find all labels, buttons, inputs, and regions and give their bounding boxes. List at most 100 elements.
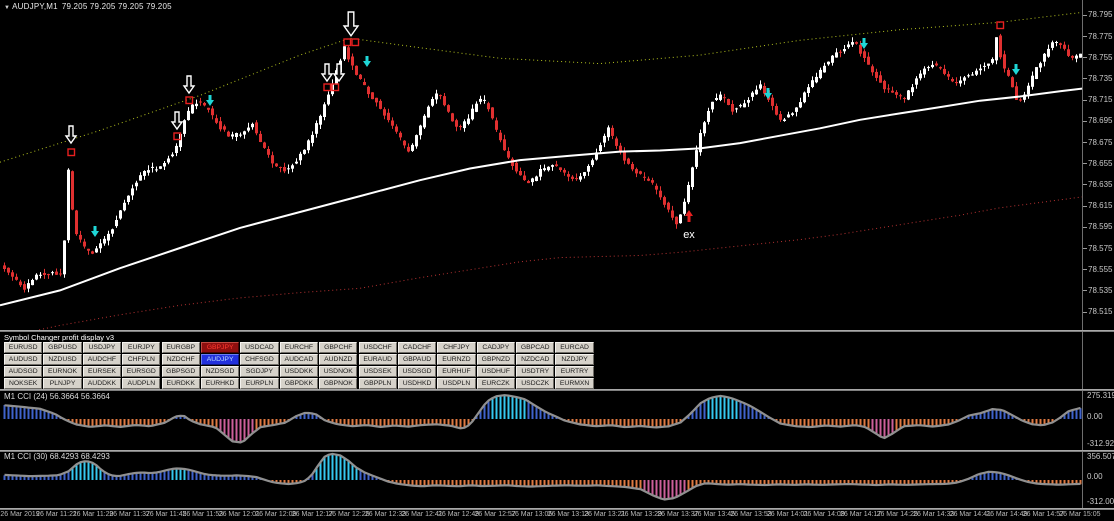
red-square-marker-icon (996, 21, 1005, 30)
symbol-button-USDCHF[interactable]: USDCHF (358, 342, 397, 353)
scale-border (1082, 0, 1083, 510)
symbol-button-USDSEK[interactable]: USDSEK (358, 366, 397, 377)
symbol-button-NZDSGD[interactable]: NZDSGD (200, 366, 240, 377)
time-tick-label: 26 Mar 13:21 (584, 511, 626, 518)
symbol-button-GBPNOK[interactable]: GBPNOK (319, 378, 358, 390)
symbol-button-AUDUSD[interactable]: AUDUSD (4, 354, 43, 365)
symbol-button-USDTRY[interactable]: USDTRY (516, 366, 555, 377)
symbol-button-USDJPY[interactable]: USDJPY (82, 342, 122, 353)
cyan-down-arrow-icon (363, 56, 371, 67)
symbol-button-CADCHF[interactable]: CADCHF (397, 342, 437, 353)
symbol-button-GBPAUD[interactable]: GBPAUD (397, 354, 437, 365)
price-tick-label: 78.515 (1088, 307, 1113, 317)
price-tick-mark (1082, 290, 1087, 292)
time-tick-label: 26 Mar 13:29 (620, 511, 662, 518)
symbol-button-EURSGD[interactable]: EURSGD (122, 366, 161, 377)
symbol-button-AUDJPY[interactable]: AUDJPY (200, 354, 240, 365)
price-tick-mark (1082, 226, 1087, 228)
symbol-button-CHFSGD[interactable]: CHFSGD (240, 354, 279, 365)
lower-band (31, 196, 1083, 331)
symbol-button-EURNZD[interactable]: EURNZD (437, 354, 476, 365)
symbol-button-EURDKK[interactable]: EURDKK (161, 378, 200, 390)
chart-caption: ▼ AUDJPY,M1 79.205 79.205 79.205 79.205 (4, 2, 176, 11)
symbol-button-USDSGD[interactable]: USDSGD (397, 366, 437, 377)
symbol-button-GBPUSD[interactable]: GBPUSD (43, 342, 82, 353)
symbol-button-USDNOK[interactable]: USDNOK (319, 366, 358, 377)
symbol-button-AUDNZD[interactable]: AUDNZD (319, 354, 358, 365)
symbol-button-NOKSEK[interactable]: NOKSEK (4, 378, 43, 390)
time-scale[interactable]: 26 Mar 2019 26 Mar 11:21 26 Mar 11:29 26 Ma… (0, 511, 1114, 521)
symbol-button-NZDJPY[interactable]: NZDJPY (555, 354, 594, 365)
symbol-button-PLNJPY[interactable]: PLNJPY (43, 378, 82, 390)
symbol-button-CADJPY[interactable]: CADJPY (476, 342, 515, 353)
symbol-button-EURPLN[interactable]: EURPLN (240, 378, 279, 390)
symbol-button-AUDCAD[interactable]: AUDCAD (279, 354, 319, 365)
time-tick-label: 26 Mar 11:45 (145, 511, 187, 518)
price-tick-label: 78.695 (1088, 116, 1113, 126)
symbol-button-EURHUF[interactable]: EURHUF (437, 366, 476, 377)
cci-24-pane[interactable] (0, 392, 1082, 449)
symbol-button-USDHKD[interactable]: USDHKD (397, 378, 437, 390)
symbol-button-GBPCAD[interactable]: GBPCAD (516, 342, 555, 353)
time-tick-label: 26 Mar 14:01 (766, 511, 809, 518)
symbol-button-EURCAD[interactable]: EURCAD (555, 342, 594, 353)
price-tick-mark (1082, 120, 1087, 122)
symbol-button-EURUSD[interactable]: EURUSD (4, 342, 43, 353)
symbol-button-EURMXN[interactable]: EURMXN (555, 378, 594, 390)
cyan-down-arrow-icon (206, 95, 214, 106)
price-chart[interactable]: ex (0, 0, 1083, 331)
symbol-button-EURGBP[interactable]: EURGBP (161, 342, 200, 353)
symbol-button-NZDUSD[interactable]: NZDUSD (43, 354, 82, 365)
symbol-button-EURCZK[interactable]: EURCZK (476, 378, 515, 390)
window-separator[interactable] (0, 330, 1114, 332)
symbol-button-CHFPLN[interactable]: CHFPLN (122, 354, 161, 365)
symbol-button-EURHKD[interactable]: EURHKD (200, 378, 240, 390)
symbol-button-GBPNZD[interactable]: GBPNZD (476, 354, 515, 365)
time-tick-label: 26 Mar 13:45 (693, 511, 736, 518)
price-tick-label: 78.715 (1088, 95, 1113, 105)
symbol-button-NZDCAD[interactable]: NZDCAD (516, 354, 555, 365)
time-tick-label: 26 Mar 15:05 (1059, 511, 1101, 518)
symbol-button-EURCHF[interactable]: EURCHF (279, 342, 319, 353)
white-down-arrow-icon (320, 63, 334, 83)
symbol-button-AUDPLN[interactable]: AUDPLN (122, 378, 161, 390)
cyan-down-arrow-icon (1012, 64, 1020, 75)
symbol-button-SGDJPY[interactable]: SGDJPY (240, 366, 279, 377)
cci-24-scale-bottom: -312.928 (1087, 439, 1114, 448)
time-tick-label: 26 Mar 14:17 (839, 511, 882, 518)
white-down-arrow-icon (64, 125, 78, 145)
symbol-button-GBPJPY[interactable]: GBPJPY (200, 342, 240, 353)
symbol-button-AUDDKK[interactable]: AUDDKK (82, 378, 122, 390)
symbol-button-AUDSGD[interactable]: AUDSGD (4, 366, 43, 377)
window-separator[interactable] (0, 450, 1114, 452)
price-tick-mark (1082, 269, 1087, 271)
symbol-button-AUDCHF[interactable]: AUDCHF (82, 354, 122, 365)
price-tick-label: 78.555 (1088, 264, 1113, 274)
symbol-button-GBPCHF[interactable]: GBPCHF (319, 342, 358, 353)
symbol-button-EURJPY[interactable]: EURJPY (122, 342, 161, 353)
symbol-button-EURTRY[interactable]: EURTRY (555, 366, 594, 377)
price-tick-mark (1082, 184, 1087, 186)
time-tick-label: 26 Mar 12:41 (401, 511, 443, 518)
symbol-button-EURSEK[interactable]: EURSEK (82, 366, 122, 377)
symbol-button-USDPLN[interactable]: USDPLN (437, 378, 476, 390)
symbol-button-USDCZK[interactable]: USDCZK (516, 378, 555, 390)
symbol-button-GBPPLN[interactable]: GBPPLN (358, 378, 397, 390)
symbol-panel-title: Symbol Changer profit display v3 (4, 333, 115, 342)
symbol-button-GBPDKK[interactable]: GBPDKK (279, 378, 319, 390)
price-tick-mark (1082, 36, 1087, 37)
window-separator[interactable] (0, 508, 1114, 510)
symbol-button-USDHUF[interactable]: USDHUF (476, 366, 515, 377)
window-separator[interactable] (0, 389, 1114, 391)
cci-30-pane[interactable] (0, 452, 1082, 508)
symbol-button-GBPSGD[interactable]: GBPSGD (161, 366, 200, 377)
symbol-button-CHFJPY[interactable]: CHFJPY (437, 342, 476, 353)
symbol-button-EURAUD[interactable]: EURAUD (358, 354, 397, 365)
cci-24-scale-zero: 0.00 (1087, 412, 1103, 421)
symbol-button-USDCAD[interactable]: USDCAD (240, 342, 279, 353)
symbol-button-USDDKK[interactable]: USDDKK (279, 366, 319, 377)
time-tick-label: 26 Mar 2019 (0, 511, 40, 518)
symbol-button-NZDCHF[interactable]: NZDCHF (161, 354, 200, 365)
symbol-button-EURNOK[interactable]: EURNOK (43, 366, 82, 377)
